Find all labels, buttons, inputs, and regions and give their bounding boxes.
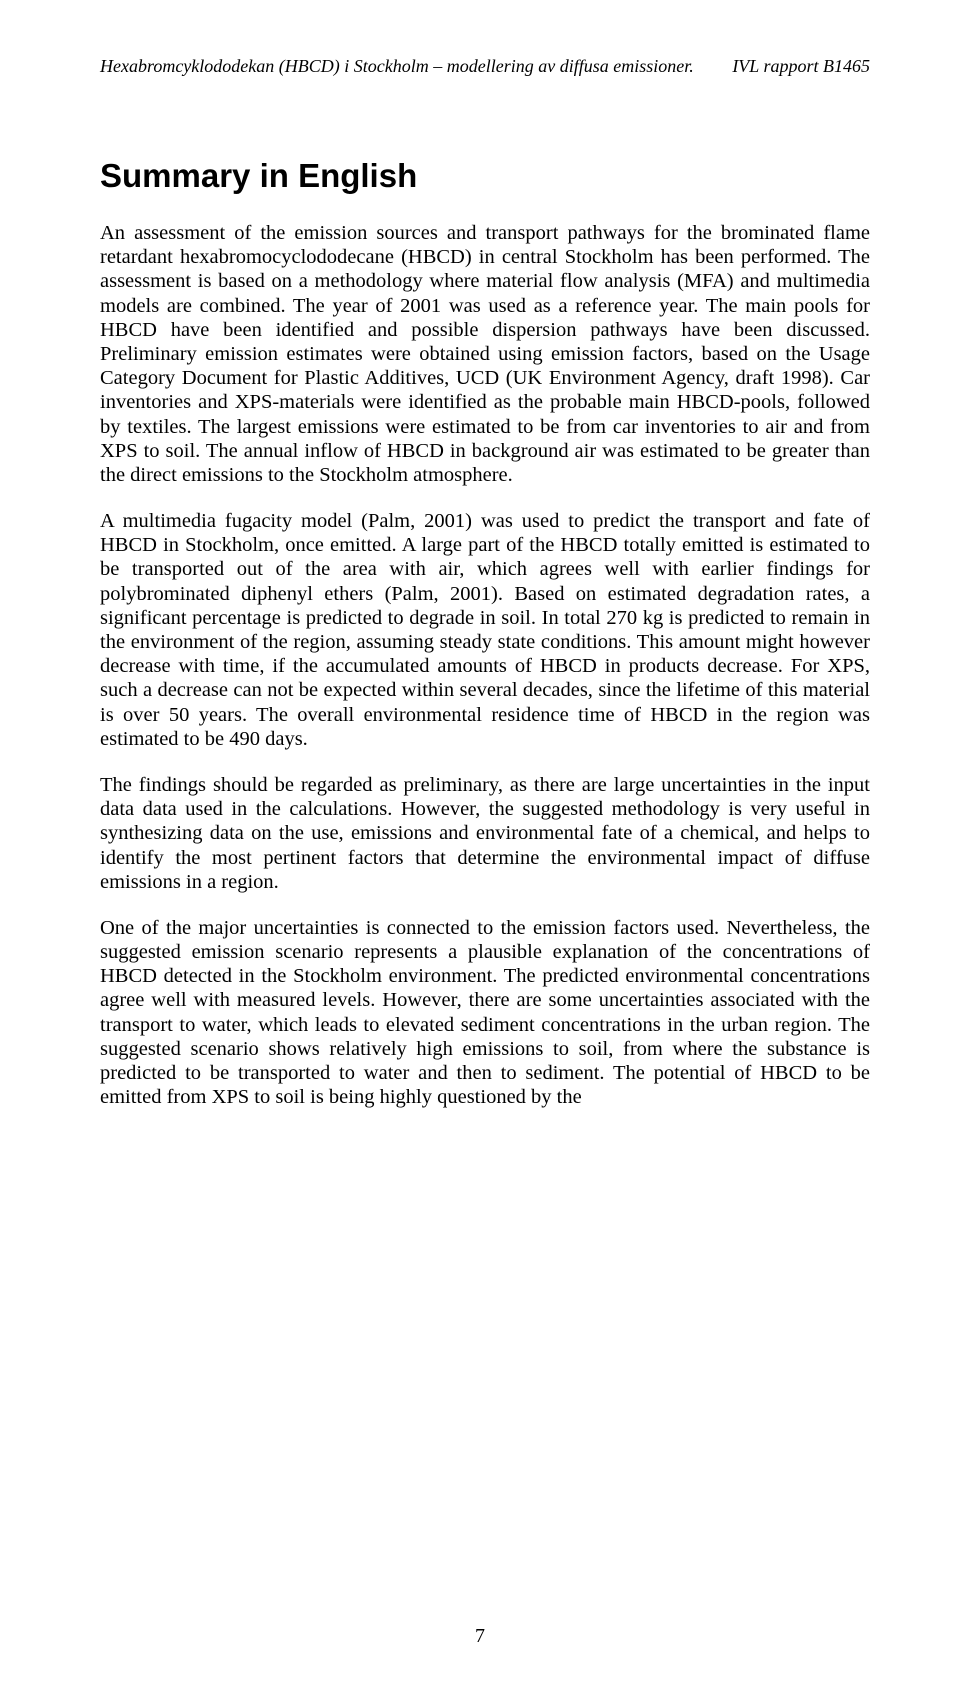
- header-left: Hexabromcyklododekan (HBCD) i Stockholm …: [100, 56, 694, 77]
- document-page: Hexabromcyklododekan (HBCD) i Stockholm …: [0, 0, 960, 1688]
- paragraph-4: One of the major uncertainties is connec…: [100, 916, 870, 1110]
- paragraph-3: The findings should be regarded as preli…: [100, 773, 870, 894]
- paragraph-1: An assessment of the emission sources an…: [100, 221, 870, 487]
- paragraph-2: A multimedia fugacity model (Palm, 2001)…: [100, 509, 870, 751]
- page-header: Hexabromcyklododekan (HBCD) i Stockholm …: [100, 56, 870, 77]
- page-number: 7: [0, 1625, 960, 1648]
- section-title: Summary in English: [100, 157, 870, 195]
- header-right: IVL rapport B1465: [732, 56, 870, 77]
